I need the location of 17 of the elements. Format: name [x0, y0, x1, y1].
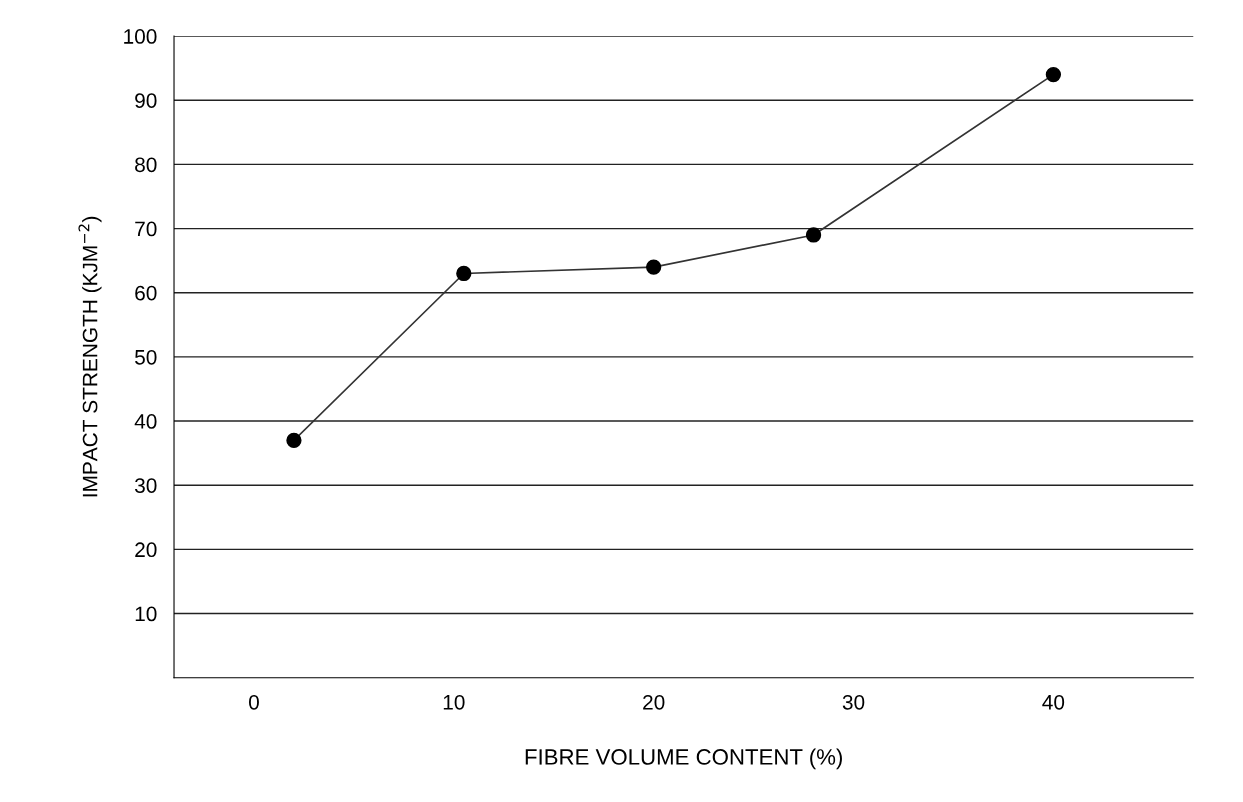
x-tick-label: 30	[842, 694, 865, 710]
x-tick-label: 10	[443, 694, 465, 710]
x-tick-label: 20	[643, 694, 665, 710]
y-tick-label: 80	[135, 157, 157, 173]
y-tick-label: 70	[135, 221, 157, 237]
y-tick-label: 100	[124, 29, 157, 44]
y-tick-label: 60	[135, 285, 157, 301]
y-tick-label: 50	[135, 349, 157, 365]
y-tick-label: 30	[134, 478, 157, 493]
y-tick-label: 90	[135, 93, 157, 108]
x-tick-label: 40	[1042, 694, 1065, 710]
y-tick-label: 20	[135, 542, 157, 558]
y-tick-label: 40	[134, 414, 157, 429]
y-axis-title: IMPACT STRENGTH (KJM$^{−2}$)	[78, 216, 102, 497]
y-tick-label: 10	[135, 606, 157, 622]
x-axis-title: FIBRE VOLUME CONTENT (%)	[525, 748, 842, 770]
x-tick-label: 0	[248, 694, 259, 710]
